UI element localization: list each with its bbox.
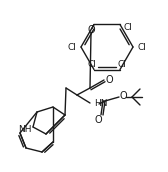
Text: NH: NH — [18, 126, 32, 135]
Text: HN: HN — [94, 99, 108, 109]
Text: Cl: Cl — [68, 42, 76, 51]
Text: Cl: Cl — [138, 42, 146, 51]
Text: Cl: Cl — [123, 23, 132, 32]
Text: O: O — [87, 25, 95, 35]
Text: O: O — [119, 91, 127, 101]
Text: O: O — [94, 115, 102, 125]
Text: O: O — [105, 75, 113, 85]
Text: Cl: Cl — [88, 60, 96, 69]
Text: Cl: Cl — [118, 60, 127, 69]
